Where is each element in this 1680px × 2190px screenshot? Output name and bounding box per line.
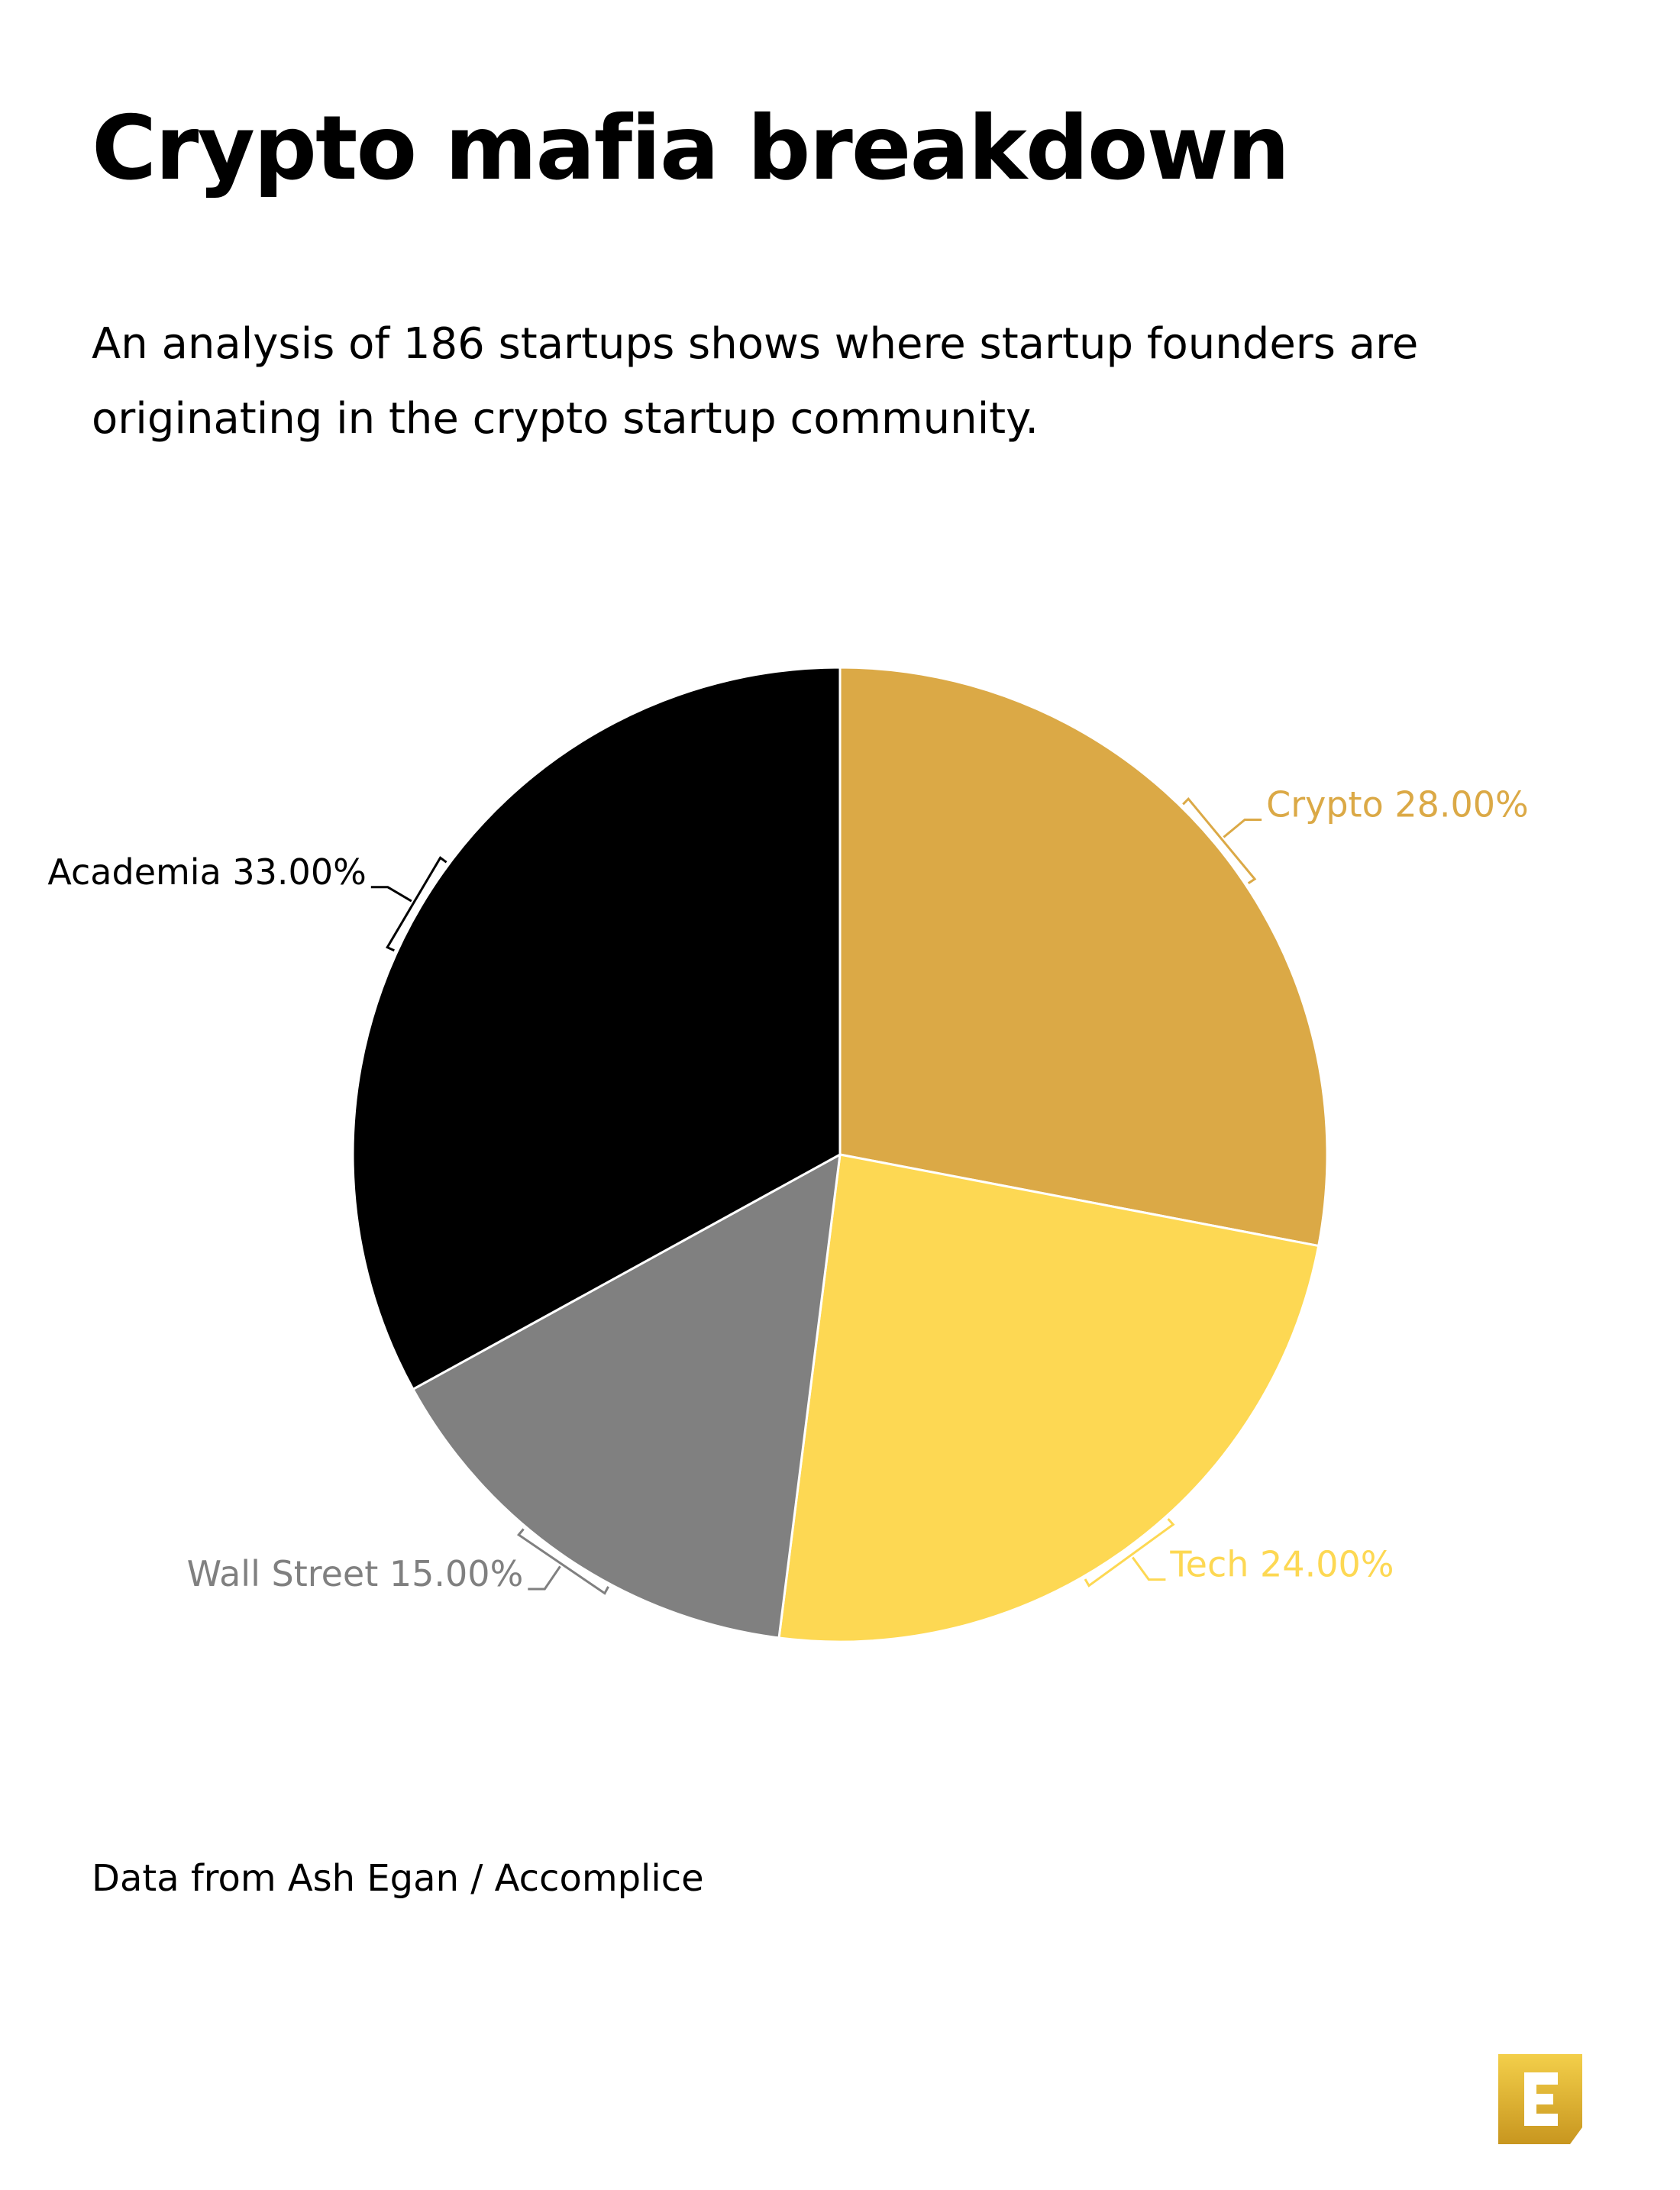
chart-title: Crypto mafia breakdown xyxy=(92,97,1290,200)
pie-slice-crypto xyxy=(838,666,1329,1248)
chart-subtitle: An analysis of 186 startups shows where … xyxy=(92,319,1419,444)
pie-label-academia: Academia 33.00% xyxy=(47,851,366,893)
pie-slice-wall-street xyxy=(412,1153,842,1639)
pie-slices xyxy=(351,666,1329,1643)
pie-slice-academia xyxy=(351,666,842,1391)
pie-labels: Crypto 28.00% Tech 24.00% Wall Street 15.0… xyxy=(47,784,1528,1595)
pie-leaders xyxy=(370,796,1262,1595)
pie-slice-tech xyxy=(777,1153,1320,1643)
data-source-note: Data from Ash Egan / Accomplice xyxy=(92,1857,704,1900)
pie-leader-tech xyxy=(1084,1518,1175,1588)
pie-leader-crypto xyxy=(1182,796,1262,884)
pie-label-tech: Tech 24.00% xyxy=(1169,1544,1394,1585)
pie-label-crypto: Crypto 28.00% xyxy=(1266,784,1529,825)
brand-logo-e-icon xyxy=(1498,2054,1582,2144)
pie-leader-academia xyxy=(370,856,447,952)
pie-label-wall-street: Wall Street 15.00% xyxy=(187,1553,524,1594)
pie-leader-wall-street xyxy=(516,1528,609,1595)
